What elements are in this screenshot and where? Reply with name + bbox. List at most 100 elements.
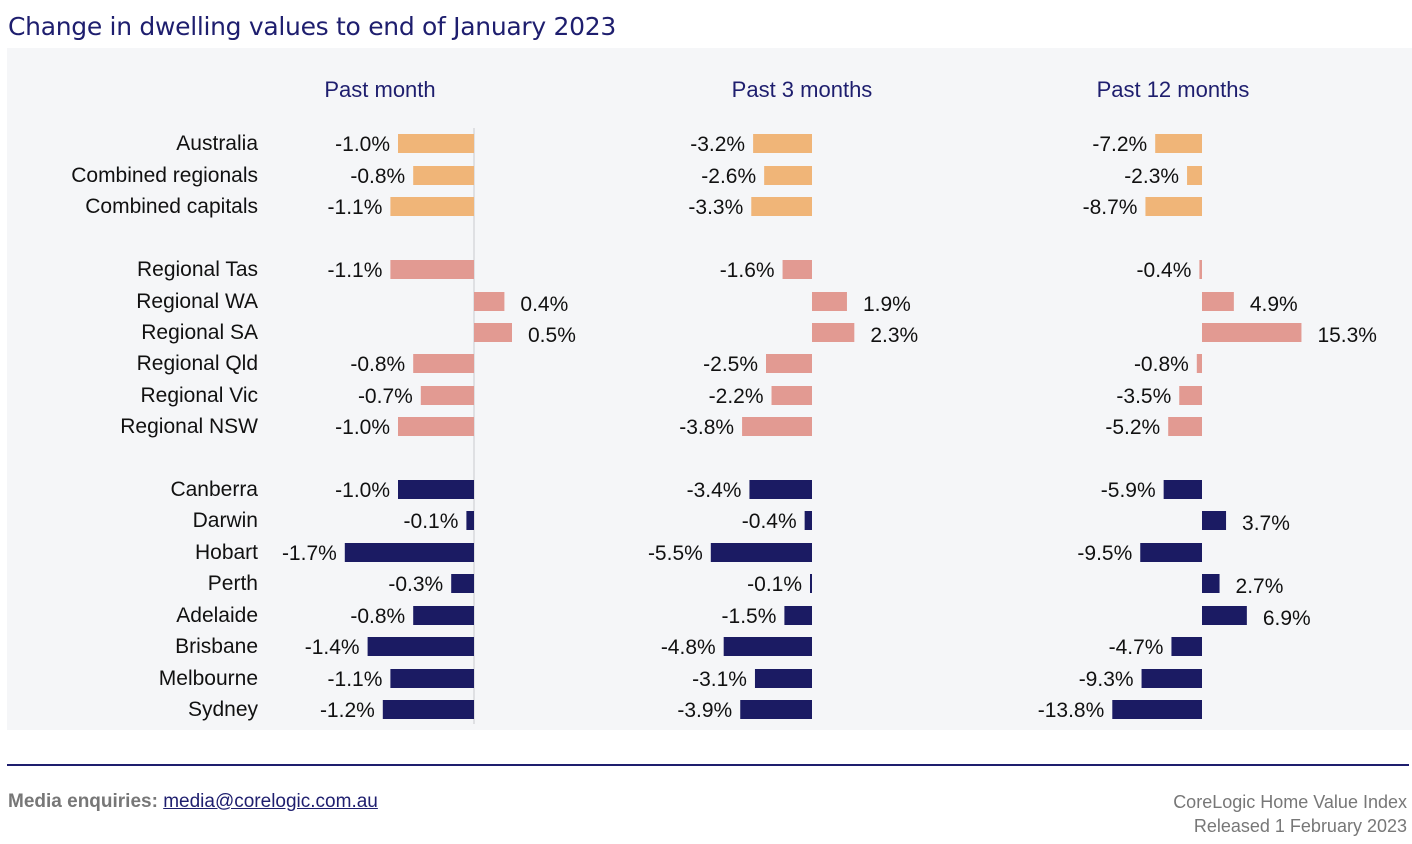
series-header: Past 3 months <box>732 77 873 102</box>
data-label: -1.0% <box>335 416 390 439</box>
data-label: -3.8% <box>679 416 734 439</box>
bar <box>413 606 474 625</box>
data-label: -1.5% <box>722 605 777 628</box>
data-label: -0.4% <box>1137 259 1192 282</box>
data-label: -9.5% <box>1077 542 1132 565</box>
data-label: -5.5% <box>648 542 703 565</box>
bar <box>390 197 474 216</box>
data-label: 3.7% <box>1242 512 1290 535</box>
data-label: -3.3% <box>688 196 743 219</box>
bar <box>344 543 474 562</box>
data-label: -0.8% <box>350 605 405 628</box>
data-label: -8.7% <box>1083 196 1138 219</box>
data-label: -3.5% <box>1116 385 1171 408</box>
data-label: 15.3% <box>1317 324 1377 347</box>
data-label: 6.9% <box>1263 607 1311 630</box>
bar <box>753 134 812 153</box>
bar <box>382 700 474 719</box>
bar <box>812 323 855 342</box>
category-label: Hobart <box>195 541 258 564</box>
bar <box>723 637 812 656</box>
media-enquiries: Media enquiries: media@corelogic.com.au <box>8 791 378 813</box>
category-label: Combined regionals <box>71 164 258 187</box>
chart-panel <box>7 48 1412 730</box>
data-label: -3.2% <box>690 133 745 156</box>
bar <box>1179 386 1202 405</box>
data-label: -2.2% <box>709 385 764 408</box>
data-label: -4.7% <box>1109 636 1164 659</box>
bar <box>1202 511 1227 530</box>
bar <box>1168 417 1202 436</box>
bar <box>367 637 474 656</box>
bar <box>784 606 812 625</box>
data-label: 1.9% <box>863 293 911 316</box>
bar <box>390 669 474 688</box>
data-label: -0.8% <box>350 165 405 188</box>
category-label: Australia <box>176 132 258 155</box>
data-label: -1.1% <box>328 668 383 691</box>
data-label: 0.4% <box>520 293 568 316</box>
bar <box>782 260 812 279</box>
category-label: Adelaide <box>176 604 258 627</box>
category-label: Regional WA <box>136 290 258 313</box>
series-header: Past 12 months <box>1097 77 1250 102</box>
bar <box>413 166 474 185</box>
category-label: Darwin <box>193 509 258 532</box>
bar <box>1140 543 1202 562</box>
bar <box>1155 134 1202 153</box>
data-label: -13.8% <box>1038 699 1105 722</box>
source-line-2: Released 1 February 2023 <box>1193 816 1407 836</box>
category-label: Regional NSW <box>120 415 258 438</box>
bar <box>749 480 812 499</box>
data-label: -1.0% <box>335 479 390 502</box>
data-label: -9.3% <box>1079 668 1134 691</box>
bar <box>390 260 474 279</box>
bar <box>742 417 812 436</box>
bar <box>1112 700 1202 719</box>
data-label: -7.2% <box>1092 133 1147 156</box>
media-email-link[interactable]: media@corelogic.com.au <box>163 791 378 812</box>
source-line-1: CoreLogic Home Value Index <box>1173 792 1407 812</box>
bar <box>1196 354 1202 373</box>
bar <box>398 134 474 153</box>
category-label: Brisbane <box>175 635 258 658</box>
data-label: 2.3% <box>870 324 918 347</box>
data-label: 0.5% <box>528 324 576 347</box>
data-label: -1.7% <box>282 542 337 565</box>
data-label: -0.7% <box>358 385 413 408</box>
bar <box>413 354 474 373</box>
data-label: -0.8% <box>350 353 405 376</box>
bar <box>474 292 505 311</box>
bar <box>474 323 512 342</box>
bar <box>1141 669 1202 688</box>
data-label: -2.5% <box>703 353 758 376</box>
data-label: -1.2% <box>320 699 375 722</box>
bar <box>751 197 812 216</box>
bar <box>804 511 812 530</box>
bar <box>1163 480 1202 499</box>
category-label: Combined capitals <box>85 195 258 218</box>
data-label: 4.9% <box>1250 293 1298 316</box>
bar-chart: Australia Combined regionals Combined capi… <box>71 77 1377 724</box>
bar <box>771 386 812 405</box>
category-label: Melbourne <box>159 667 258 690</box>
bar <box>740 700 812 719</box>
data-label: -2.6% <box>701 165 756 188</box>
data-label: -3.9% <box>677 699 732 722</box>
category-label: Sydney <box>188 698 259 721</box>
bar <box>398 480 474 499</box>
bar <box>1202 574 1220 593</box>
bar <box>1171 637 1202 656</box>
bar <box>1202 323 1302 342</box>
category-label: Regional SA <box>141 321 258 344</box>
data-label: -4.8% <box>661 636 716 659</box>
data-label: -0.8% <box>1134 353 1189 376</box>
data-label: -1.0% <box>335 133 390 156</box>
data-label: -3.1% <box>692 668 747 691</box>
bar <box>754 669 812 688</box>
category-label: Regional Vic <box>140 384 258 407</box>
data-label: -2.3% <box>1124 165 1179 188</box>
media-label: Media enquiries: <box>8 791 158 812</box>
bar <box>812 292 847 311</box>
data-label: -1.1% <box>328 259 383 282</box>
